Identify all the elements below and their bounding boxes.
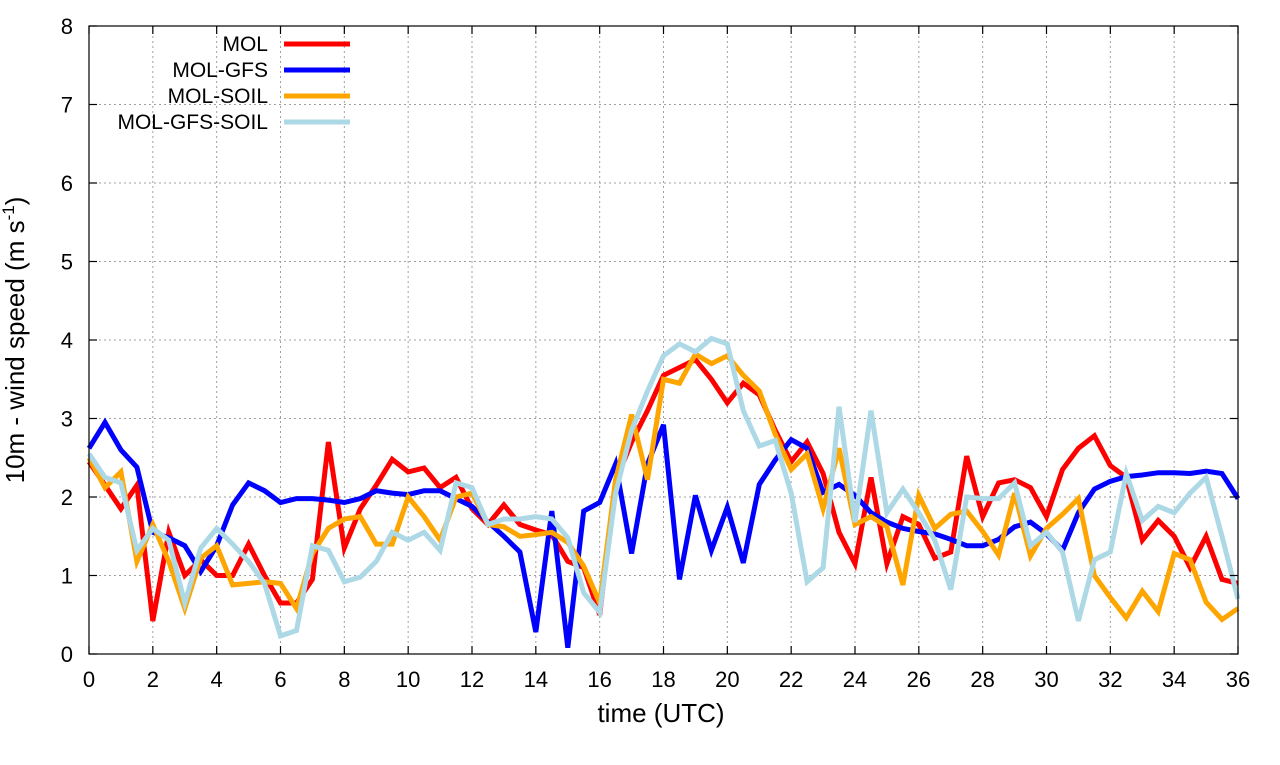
series-lines (86, 335, 1241, 648)
x-tick-label: 18 (651, 667, 675, 692)
axis-ticks: 0 2 4 6 8 10 12 14 16 18 20 22 24 26 28 30 32 34 360123456… (61, 14, 1250, 692)
x-tick-label: 28 (970, 667, 994, 692)
gridlines (89, 26, 1238, 654)
x-tick-label: 4 (211, 667, 223, 692)
y-tick-label: 5 (61, 250, 73, 275)
x-tick-label: 2 (147, 667, 159, 692)
y-axis-title-main: 10m - wind speed (m s (0, 220, 30, 483)
y-axis-title: 10m - wind speed (m s-1) (0, 197, 30, 484)
y-tick-label: 1 (61, 564, 73, 589)
x-tick-label: 6 (274, 667, 286, 692)
series-line-mol-gfs-soil (86, 335, 1241, 640)
legend-label-mol-gfs-soil: MOL-GFS-SOIL (117, 111, 268, 134)
y-tick-label: 6 (61, 171, 73, 196)
y-tick-label: 0 (61, 642, 73, 667)
x-tick-label: 0 (83, 667, 95, 692)
x-tick-label: 20 (715, 667, 739, 692)
x-tick-label: 16 (587, 667, 611, 692)
x-tick-label: 32 (1098, 667, 1122, 692)
x-tick-label: 34 (1162, 667, 1186, 692)
x-axis-title: time (UTC) (597, 698, 724, 728)
series-line-mol (86, 356, 1239, 622)
y-tick-label: 8 (61, 14, 73, 39)
x-tick-label: 10 (396, 667, 420, 692)
legend: MOL MOL-GFS MOL-SOIL MOL-GFS-SOIL (117, 33, 350, 134)
y-tick-label: 3 (61, 407, 73, 432)
x-tick-label: 30 (1034, 667, 1058, 692)
legend-label-mol: MOL (222, 33, 268, 56)
x-tick-label: 26 (907, 667, 931, 692)
x-tick-label: 14 (524, 667, 548, 692)
series-line-mol-soil (86, 350, 1240, 623)
x-tick-label: 22 (779, 667, 803, 692)
x-tick-label: 36 (1226, 667, 1250, 692)
y-tick-label: 7 (61, 93, 73, 118)
legend-label-mol-gfs: MOL-GFS (172, 59, 268, 82)
x-tick-label: 12 (460, 667, 484, 692)
x-tick-label: 8 (338, 667, 350, 692)
y-axis-title-close: ) (0, 197, 30, 206)
y-axis-title-superscript: -1 (0, 205, 18, 220)
y-tick-label: 2 (61, 485, 73, 510)
x-tick-label: 24 (843, 667, 867, 692)
legend-label-mol-soil: MOL-SOIL (168, 85, 268, 108)
y-tick-label: 4 (61, 328, 73, 353)
